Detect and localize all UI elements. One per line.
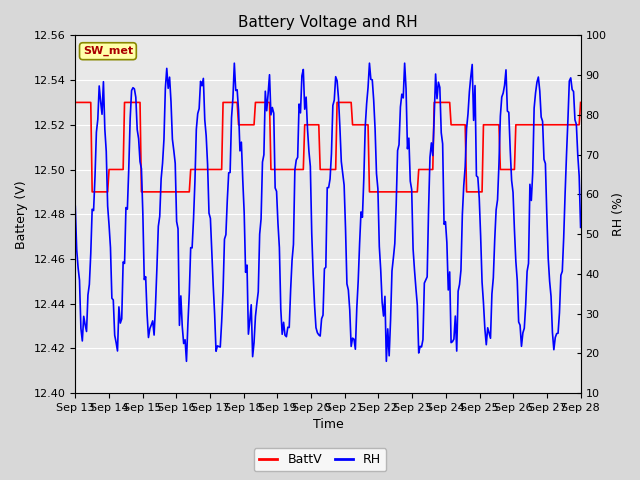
BattV [88, 189, 96, 195]
BattV [72, 99, 79, 105]
RH [552, 335, 559, 340]
Text: SW_met: SW_met [83, 46, 133, 56]
Line: RH: RH [76, 63, 580, 361]
RH [133, 127, 141, 132]
BattV [577, 99, 584, 105]
BattV [249, 122, 257, 128]
Line: BattV: BattV [76, 102, 580, 192]
BattV [294, 167, 301, 172]
BattV [241, 122, 248, 128]
Title: Battery Voltage and RH: Battery Voltage and RH [238, 15, 418, 30]
RH [223, 197, 231, 203]
BattV [135, 99, 143, 105]
RH [72, 204, 79, 209]
RH [295, 101, 303, 107]
RH [230, 60, 238, 66]
Y-axis label: Battery (V): Battery (V) [15, 180, 28, 249]
X-axis label: Time: Time [312, 419, 343, 432]
RH [577, 225, 584, 230]
Y-axis label: RH (%): RH (%) [612, 192, 625, 236]
RH [182, 359, 190, 364]
BattV [550, 122, 557, 128]
RH [242, 269, 250, 275]
RH [250, 340, 258, 346]
Legend: BattV, RH: BattV, RH [253, 448, 387, 471]
BattV [223, 99, 231, 105]
